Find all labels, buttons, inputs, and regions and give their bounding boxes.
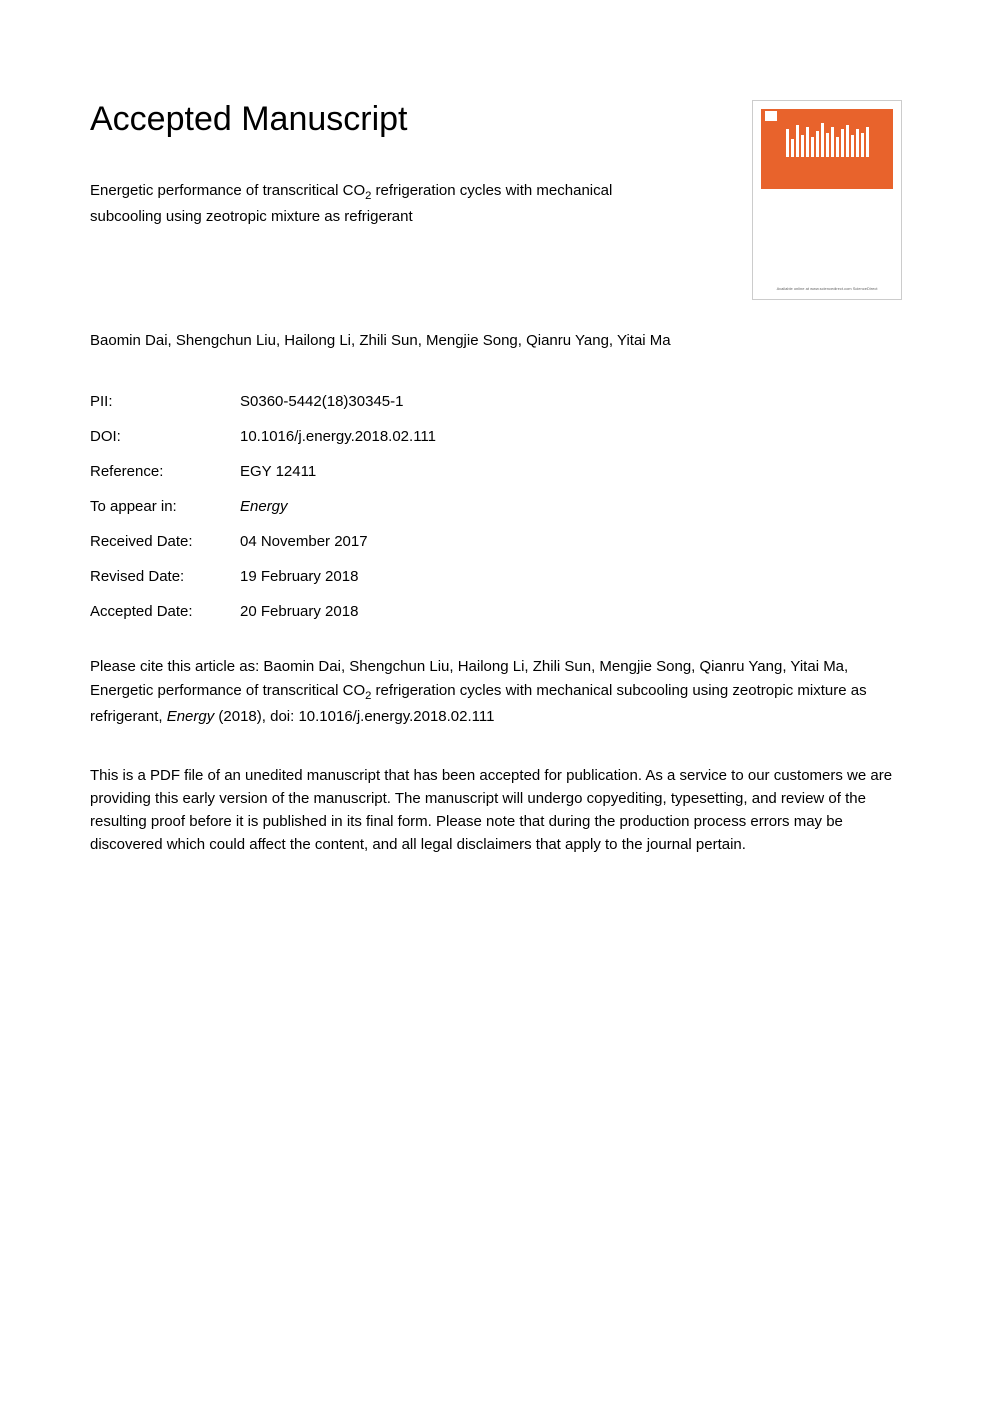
metadata-value: 20 February 2018 — [240, 603, 902, 620]
metadata-label: To appear in: — [90, 498, 240, 515]
metadata-label: Received Date: — [90, 533, 240, 550]
metadata-row-doi: DOI: 10.1016/j.energy.2018.02.111 — [90, 428, 902, 445]
cover-bar — [866, 127, 869, 157]
cover-bar — [796, 125, 799, 157]
metadata-table: PII: S0360-5442(18)30345-1 DOI: 10.1016/… — [90, 393, 902, 620]
cover-bar — [826, 133, 829, 157]
cover-bar — [836, 137, 839, 157]
cover-bar — [831, 127, 834, 157]
citation: Please cite this article as: Baomin Dai,… — [90, 655, 902, 729]
cover-bar — [846, 125, 849, 157]
publisher-logo-icon — [765, 111, 777, 121]
metadata-value: Energy — [240, 498, 902, 515]
authors: Baomin Dai, Shengchun Liu, Hailong Li, Z… — [90, 330, 902, 353]
main-heading: Accepted Manuscript — [90, 100, 732, 139]
metadata-row-pii: PII: S0360-5442(18)30345-1 — [90, 393, 902, 410]
metadata-value: EGY 12411 — [240, 463, 902, 480]
metadata-label: Accepted Date: — [90, 603, 240, 620]
heading-block: Accepted Manuscript Energetic performanc… — [90, 100, 732, 229]
cover-bar — [786, 129, 789, 157]
cover-bar — [841, 129, 844, 157]
cover-orange-section — [761, 109, 893, 189]
metadata-label: PII: — [90, 393, 240, 410]
metadata-value: 19 February 2018 — [240, 568, 902, 585]
citation-journal: Energy — [167, 708, 215, 725]
article-title: Energetic performance of transcritical C… — [90, 179, 660, 229]
citation-suffix: (2018), doi: 10.1016/j.energy.2018.02.11… — [214, 708, 494, 725]
journal-cover: Available online at www.sciencedirect.co… — [752, 100, 902, 300]
cover-bar — [851, 135, 854, 157]
cover-bottom: Available online at www.sciencedirect.co… — [753, 197, 901, 299]
metadata-value: S0360-5442(18)30345-1 — [240, 393, 902, 410]
metadata-row-revised: Revised Date: 19 February 2018 — [90, 568, 902, 585]
title-part1: Energetic performance of transcritical C… — [90, 182, 365, 199]
cover-bar — [861, 133, 864, 157]
metadata-row-received: Received Date: 04 November 2017 — [90, 533, 902, 550]
cover-bar — [806, 127, 809, 157]
metadata-row-appear: To appear in: Energy — [90, 498, 902, 515]
cover-bar — [816, 131, 819, 157]
metadata-label: DOI: — [90, 428, 240, 445]
metadata-row-reference: Reference: EGY 12411 — [90, 463, 902, 480]
cover-top-row — [761, 109, 893, 121]
cover-bar — [801, 135, 804, 157]
metadata-label: Revised Date: — [90, 568, 240, 585]
cover-bar — [791, 139, 794, 157]
metadata-value: 04 November 2017 — [240, 533, 902, 550]
cover-bar — [811, 137, 814, 157]
cover-bar — [856, 129, 859, 157]
header-row: Accepted Manuscript Energetic performanc… — [90, 100, 902, 300]
metadata-value: 10.1016/j.energy.2018.02.111 — [240, 428, 902, 445]
cover-bar — [821, 123, 824, 157]
cover-bottom-text: Available online at www.sciencedirect.co… — [761, 286, 893, 291]
metadata-row-accepted: Accepted Date: 20 February 2018 — [90, 603, 902, 620]
cover-bars — [761, 121, 893, 161]
metadata-label: Reference: — [90, 463, 240, 480]
disclaimer: This is a PDF file of an unedited manusc… — [90, 764, 902, 857]
